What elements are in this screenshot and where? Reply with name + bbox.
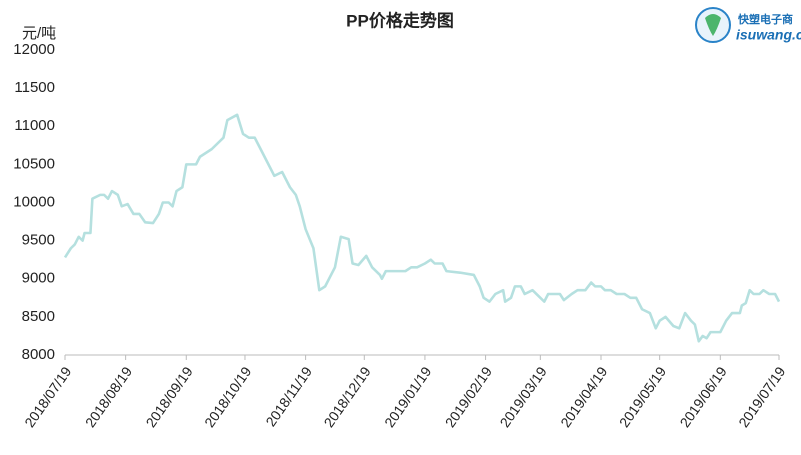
logo-leaf xyxy=(705,14,721,36)
y-tick-label: 10500 xyxy=(13,155,55,172)
chart-title: PP价格走势图 xyxy=(346,10,454,30)
logo-url: isuwang.co xyxy=(736,27,801,43)
y-tick-label: 11000 xyxy=(14,117,55,134)
x-tick-label: 2018/11/19 xyxy=(262,363,315,429)
y-tick-label: 9000 xyxy=(22,270,55,287)
x-tick-label: 2019/05/19 xyxy=(616,364,669,431)
x-tick-label: 2018/12/19 xyxy=(320,364,373,431)
y-axis-label: 元/吨 xyxy=(22,25,56,42)
x-tick-label: 2018/09/19 xyxy=(142,364,195,431)
x-tick-label: 2019/01/19 xyxy=(381,364,434,431)
x-tick-label: 2019/06/19 xyxy=(677,364,730,431)
logo: 快塑电子商 isuwang.co xyxy=(695,7,801,43)
logo-name: 快塑电子商 xyxy=(737,12,793,26)
x-tick-label: 2018/08/19 xyxy=(82,364,135,431)
x-tick-label: 2019/03/19 xyxy=(497,364,550,431)
x-tick-label: 2019/02/19 xyxy=(442,364,495,431)
price-line xyxy=(63,113,781,343)
y-tick-label: 9500 xyxy=(22,232,55,249)
y-tick-label: 12000 xyxy=(13,41,55,58)
x-tick-label: 2018/07/19 xyxy=(21,364,74,431)
x-tick-label: 2019/04/19 xyxy=(557,364,610,431)
y-tick-label: 11500 xyxy=(14,79,55,96)
x-tick-label: 2018/10/19 xyxy=(201,364,254,431)
x-tick-label: 2019/07/19 xyxy=(735,364,788,431)
y-tick-label: 8500 xyxy=(22,308,55,325)
y-tick-label: 8000 xyxy=(22,346,55,363)
y-tick-label: 10000 xyxy=(13,193,55,210)
